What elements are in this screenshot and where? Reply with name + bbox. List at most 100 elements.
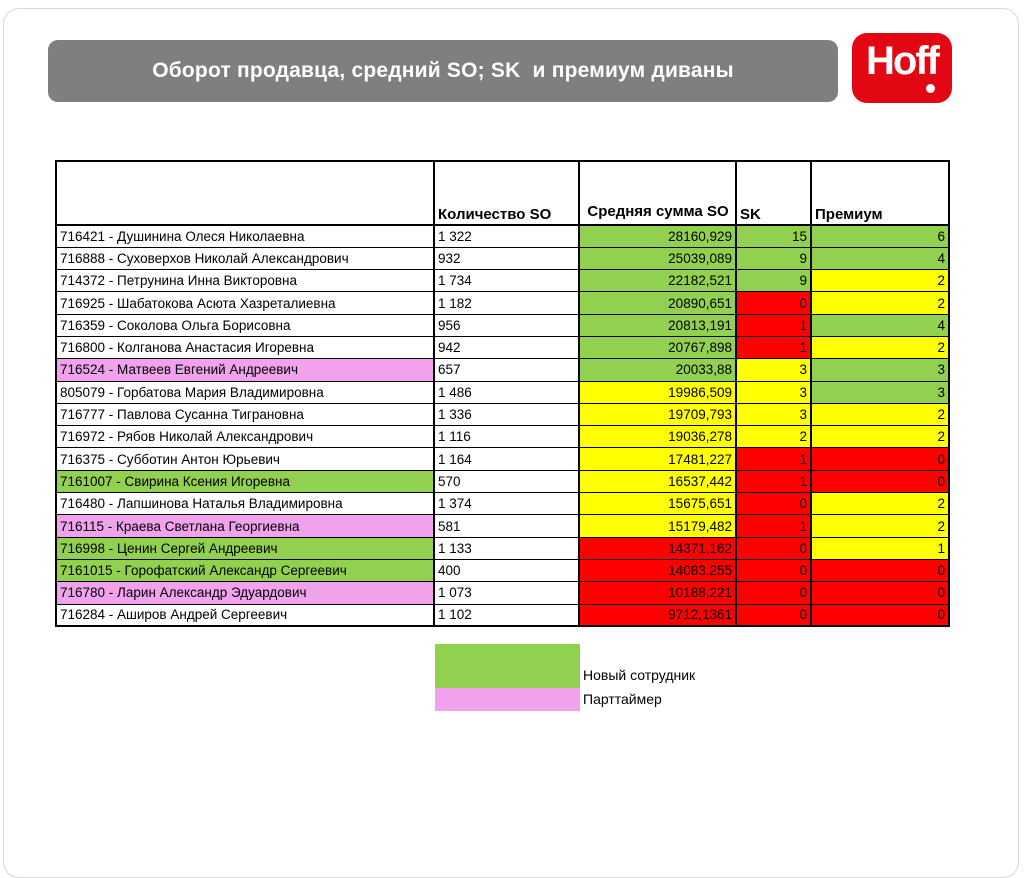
table-row: 714372 - Петрунина Инна Викторовна 1 734 2… — [55, 269, 950, 293]
table-header-row: Количество SO Средняя сумма SO SK Премиу… — [55, 160, 950, 226]
slide-title-bar: Оборот продавца, средний SO; SK и премиу… — [48, 40, 838, 102]
avg-so-cell: 20033,88 — [578, 358, 737, 382]
column-header-employee — [55, 160, 435, 226]
premium-cell: 4 — [810, 246, 950, 271]
premium-cell: 0 — [810, 447, 950, 471]
avg-so-cell: 20767,898 — [578, 335, 737, 360]
column-header-premium: Премиум — [810, 160, 950, 226]
column-header-avg-so: Средняя сумма SO — [578, 160, 737, 226]
table-row: 716780 - Ларин Александр Эдуардович 1 073… — [55, 581, 950, 605]
legend-label-new-employee: Новый сотрудник — [583, 667, 696, 683]
avg-so-cell: 19036,278 — [578, 425, 737, 449]
sk-cell: 0 — [735, 558, 812, 583]
premium-cell: 0 — [810, 581, 950, 605]
premium-cell: 2 — [810, 514, 950, 538]
table-row: 716359 - Соколова Ольга Борисовна 956 2081… — [55, 313, 950, 337]
table-row: 716480 - Лапшинова Наталья Владимировна 1… — [55, 492, 950, 516]
employee-name-cell: 716780 - Ларин Александр Эдуардович — [55, 581, 435, 605]
premium-cell: 2 — [810, 492, 950, 516]
table-row: 716888 - Суховерхов Николай Александрови… — [55, 246, 950, 271]
table-row: 716421 - Душинина Олеся Николаевна 1 322 2… — [55, 224, 950, 248]
employee-name-cell: 716421 - Душинина Олеся Николаевна — [55, 224, 435, 248]
avg-so-cell: 19986,509 — [578, 380, 737, 404]
premium-cell: 2 — [810, 335, 950, 360]
sk-cell: 0 — [735, 492, 812, 516]
employee-name-cell: 716359 - Соколова Ольга Борисовна — [55, 313, 435, 337]
qty-so-cell: 1 322 — [433, 224, 580, 248]
table-row: 7161015 - Горофатский Александр Сергееви… — [55, 558, 950, 583]
avg-so-cell: 20890,651 — [578, 291, 737, 315]
qty-so-cell: 1 336 — [433, 402, 580, 427]
table-row: 7161007 - Свирина Ксения Игоревна 570 1653… — [55, 469, 950, 494]
premium-cell: 6 — [810, 224, 950, 248]
avg-so-cell: 17481,227 — [578, 447, 737, 471]
employee-name-cell: 716115 - Краева Светлана Георгиевна — [55, 514, 435, 538]
avg-so-cell: 22182,521 — [578, 269, 737, 293]
table-row: 805079 - Горбатова Мария Владимировна 1 4… — [55, 380, 950, 404]
employee-name-cell: 7161007 - Свирина Ксения Игоревна — [55, 469, 435, 494]
avg-so-cell: 14371,162 — [578, 536, 737, 560]
sk-cell: 0 — [735, 291, 812, 315]
sk-cell: 1 — [735, 335, 812, 360]
qty-so-cell: 956 — [433, 313, 580, 337]
qty-so-cell: 1 102 — [433, 603, 580, 627]
hoff-logo: Hoff — [852, 33, 952, 103]
employee-name-cell: 716888 - Суховерхов Николай Александрови… — [55, 246, 435, 271]
qty-so-cell: 1 116 — [433, 425, 580, 449]
sk-cell: 1 — [735, 514, 812, 538]
premium-cell: 0 — [810, 469, 950, 494]
page-title: Оборот продавца, средний SO; SK и премиу… — [152, 59, 734, 82]
employee-name-cell: 716480 - Лапшинова Наталья Владимировна — [55, 492, 435, 516]
premium-cell: 2 — [810, 291, 950, 315]
premium-cell: 3 — [810, 358, 950, 382]
legend-swatch-new-employee — [435, 644, 580, 688]
sk-cell: 0 — [735, 536, 812, 560]
avg-so-cell: 20813,191 — [578, 313, 737, 337]
table-row: 716972 - Рябов Николай Александрович 1 11… — [55, 425, 950, 449]
sk-cell: 2 — [735, 425, 812, 449]
qty-so-cell: 932 — [433, 246, 580, 271]
employee-name-cell: 716998 - Ценин Сергей Андреевич — [55, 536, 435, 560]
premium-cell: 2 — [810, 425, 950, 449]
column-header-sk: SK — [735, 160, 812, 226]
qty-so-cell: 942 — [433, 335, 580, 360]
avg-so-cell: 15675,651 — [578, 492, 737, 516]
legend-label-parttimer: Парттаймер — [583, 691, 662, 707]
qty-so-cell: 657 — [433, 358, 580, 382]
avg-so-cell: 14083,255 — [578, 558, 737, 583]
sellers-performance-table: Количество SO Средняя сумма SO SK Премиу… — [55, 160, 950, 628]
premium-cell: 2 — [810, 269, 950, 293]
qty-so-cell: 1 182 — [433, 291, 580, 315]
qty-so-cell: 1 133 — [433, 536, 580, 560]
legend-swatch-parttimer — [435, 688, 580, 711]
table-row: 716777 - Павлова Сусанна Тиграновна 1 336… — [55, 402, 950, 427]
sk-cell: 0 — [735, 603, 812, 627]
table-row: 716375 - Субботин Антон Юрьевич 1 164 1748… — [55, 447, 950, 471]
qty-so-cell: 570 — [433, 469, 580, 494]
hoff-logo-text: Hoff — [866, 39, 940, 83]
hoff-logo-exclamation-dot — [926, 84, 935, 93]
premium-cell: 1 — [810, 536, 950, 560]
qty-so-cell: 1 164 — [433, 447, 580, 471]
qty-so-cell: 581 — [433, 514, 580, 538]
employee-name-cell: 805079 - Горбатова Мария Владимировна — [55, 380, 435, 404]
sk-cell: 1 — [735, 447, 812, 471]
premium-cell: 2 — [810, 402, 950, 427]
avg-so-cell: 10188,221 — [578, 581, 737, 605]
sk-cell: 9 — [735, 269, 812, 293]
qty-so-cell: 1 486 — [433, 380, 580, 404]
table-row: 716998 - Ценин Сергей Андреевич 1 133 1437… — [55, 536, 950, 560]
qty-so-cell: 1 374 — [433, 492, 580, 516]
employee-name-cell: 716524 - Матвеев Евгений Андреевич — [55, 358, 435, 382]
premium-cell: 0 — [810, 603, 950, 627]
employee-name-cell: 7161015 - Горофатский Александр Сергееви… — [55, 558, 435, 583]
table-row: 716115 - Краева Светлана Георгиевна 581 15… — [55, 514, 950, 538]
premium-cell: 4 — [810, 313, 950, 337]
avg-so-cell: 25039,089 — [578, 246, 737, 271]
qty-so-cell: 1 734 — [433, 269, 580, 293]
avg-so-cell: 9712,1361 — [578, 603, 737, 627]
sk-cell: 3 — [735, 358, 812, 382]
employee-name-cell: 716972 - Рябов Николай Александрович — [55, 425, 435, 449]
sk-cell: 3 — [735, 402, 812, 427]
table-row: 716800 - Колганова Анастасия Игоревна 942… — [55, 335, 950, 360]
